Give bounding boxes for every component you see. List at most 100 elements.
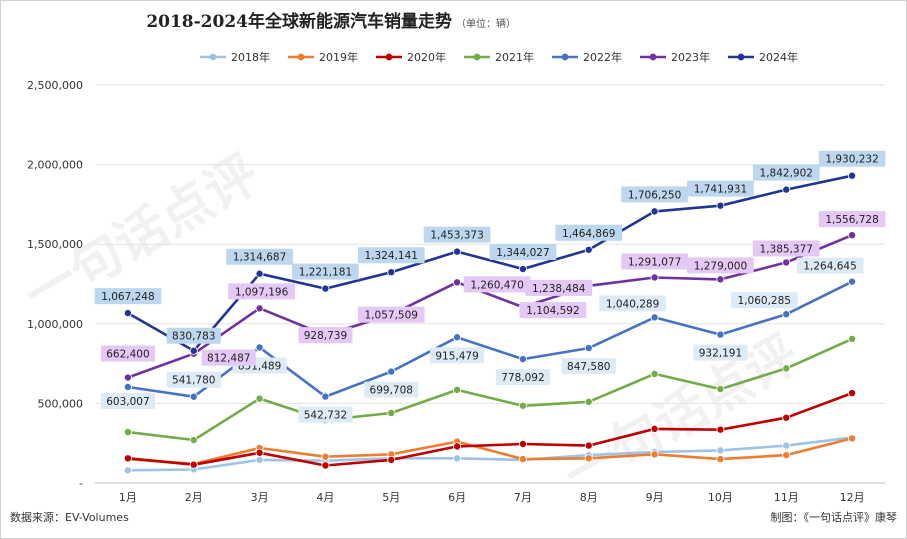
data-label-2024年-7: 1,344,027 — [496, 247, 549, 259]
x-tick-label-12: 12月 — [840, 491, 865, 504]
series-point-2021年-8 — [584, 397, 593, 406]
data-label-box-2024年-8 — [555, 224, 623, 241]
data-label-2022年-2: 541,780 — [172, 375, 215, 387]
data-label-box-2022年-10 — [693, 344, 748, 361]
series-point-2018年-11 — [782, 441, 791, 450]
data-label-2022年-7: 778,092 — [501, 372, 544, 384]
series-point-2023年-11 — [782, 258, 791, 267]
series-point-2018年-10 — [716, 446, 725, 455]
series-point-2022年-12 — [848, 277, 857, 286]
series-point-2024年-4 — [321, 284, 330, 293]
data-label-2023年-11: 1,385,377 — [760, 243, 813, 255]
series-point-2020年-5 — [387, 455, 396, 464]
legend-label-2022年: 2022年 — [583, 50, 622, 64]
series-point-2020年-1 — [123, 454, 132, 463]
series-point-2024年-6 — [453, 247, 462, 256]
series-point-2024年-9 — [650, 207, 659, 216]
data-label-2024年-8: 1,464,869 — [562, 228, 615, 240]
series-point-2021年-9 — [650, 369, 659, 378]
data-label-2023年-3: 1,097,196 — [235, 286, 289, 298]
data-label-box-2024年-9 — [621, 186, 688, 203]
series-point-2023年-9 — [650, 273, 659, 282]
data-label-2024年-5: 1,324,141 — [365, 250, 418, 262]
y-axis: - 500,000 1,000,000 1,500,000 2,000,000 2,500… — [27, 79, 83, 490]
data-label-2024年-4: 1,221,181 — [299, 267, 352, 279]
data-label-2022年-9: 1,040,289 — [606, 298, 659, 310]
series-point-2023年-12 — [848, 231, 857, 240]
legend-label-2018年: 2018年 — [231, 50, 270, 64]
series-point-2021年-10 — [716, 385, 725, 394]
series-point-2020年-10 — [716, 425, 725, 434]
data-label-2024年-2: 830,783 — [172, 331, 215, 343]
data-label-box-2022年-5 — [364, 381, 419, 398]
series-point-2022年-1 — [123, 383, 132, 392]
data-label-box-2023年-5 — [357, 306, 425, 323]
source-note: 数据来源：EV-Volumes — [10, 510, 129, 524]
series-point-2024年-12 — [848, 171, 857, 180]
data-label-2023年-12: 1,556,728 — [825, 214, 878, 226]
legend-swatch-marker-2018年 — [209, 53, 217, 61]
series-point-2022年-6 — [453, 333, 462, 342]
series-point-2022年-5 — [387, 367, 396, 376]
legend-swatch-marker-2019年 — [297, 53, 305, 61]
series-line-2021年 — [126, 337, 854, 442]
data-label-box-2023年-10 — [687, 257, 754, 274]
y-tick-label-2: 1,000,000 — [27, 318, 83, 331]
series-point-2020年-9 — [650, 424, 659, 433]
data-label-box-2023年-4 — [298, 327, 353, 344]
legend-label-2023年: 2023年 — [671, 50, 710, 64]
x-axis: 1月 2月 3月 4月 5月 6月 7月 8月 9月 10月 11月 12月 — [119, 491, 865, 504]
series-point-2022年-3 — [255, 343, 264, 352]
data-label-2024年-11: 1,842,902 — [760, 168, 813, 180]
series-point-2021年-5 — [387, 408, 396, 417]
series-point-2024年-7 — [518, 265, 527, 274]
data-label-box-2024年-1 — [94, 288, 162, 305]
data-label-2022年-10: 932,191 — [699, 348, 742, 360]
series-point-2020年-4 — [321, 461, 330, 470]
data-label-2023年-8: 1,238,484 — [532, 283, 586, 295]
data-label-box-2023年-2 — [201, 349, 256, 366]
data-label-box-2023年-9 — [621, 253, 688, 270]
series-point-2024年-11 — [782, 185, 791, 194]
series-point-2019年-4 — [321, 452, 330, 461]
series-point-2024年-3 — [255, 269, 264, 278]
data-labels: 603,007541,780851,489542,732699,708915,4… — [94, 150, 886, 423]
data-label-2022年-8: 847,580 — [567, 361, 610, 373]
series-point-2024年-1 — [123, 309, 132, 318]
legend-swatch-marker-2020年 — [385, 53, 393, 61]
series-point-2019年-8 — [584, 454, 593, 463]
data-label-box-2024年-3 — [226, 248, 293, 265]
legend-label-2020年: 2020年 — [407, 50, 446, 64]
legend-label-2021年: 2021年 — [495, 50, 534, 64]
series-point-2024年-10 — [716, 201, 725, 210]
x-tick-label-5: 5月 — [382, 491, 400, 504]
series-point-2022年-7 — [518, 355, 527, 364]
data-label-box-2024年-2 — [166, 327, 221, 344]
series-point-2020年-12 — [848, 389, 857, 398]
data-label-2024年-1: 1,067,248 — [101, 291, 154, 303]
data-label-2023年-1: 662,400 — [106, 349, 149, 361]
data-label-2024年-9: 1,706,250 — [628, 189, 681, 201]
legend-label-2019年: 2019年 — [319, 50, 358, 64]
series-point-2019年-11 — [782, 451, 791, 460]
data-label-box-2024年-4 — [292, 263, 359, 280]
data-label-box-2023年-6 — [463, 276, 531, 293]
data-label-2022年-12: 1,264,645 — [803, 261, 856, 273]
series-line-2020年 — [126, 391, 854, 467]
credit-note: 制图：《一句话点评》康琴 — [771, 510, 898, 524]
series-point-2021年-6 — [453, 385, 462, 394]
data-label-2024年-10: 1,741,931 — [694, 184, 747, 196]
series-point-2024年-2 — [189, 346, 198, 355]
data-label-box-2023年-11 — [752, 240, 820, 257]
legend-swatch-marker-2022年 — [561, 53, 569, 61]
legend: 2018年 2019年 2020年 2021年 2022年 2023年 2024年 — [200, 50, 798, 64]
x-tick-label-1: 1月 — [119, 491, 137, 504]
x-tick-label-9: 9月 — [646, 491, 664, 504]
data-label-2023年-4: 928,739 — [304, 330, 347, 342]
data-label-2022年-11: 1,060,285 — [738, 295, 791, 307]
series-point-2018年-6 — [453, 454, 462, 463]
data-label-2024年-6: 1,453,373 — [430, 230, 483, 242]
data-label-box-2022年-11 — [730, 292, 798, 309]
y-tick-label-5: 2,500,000 — [27, 79, 83, 92]
